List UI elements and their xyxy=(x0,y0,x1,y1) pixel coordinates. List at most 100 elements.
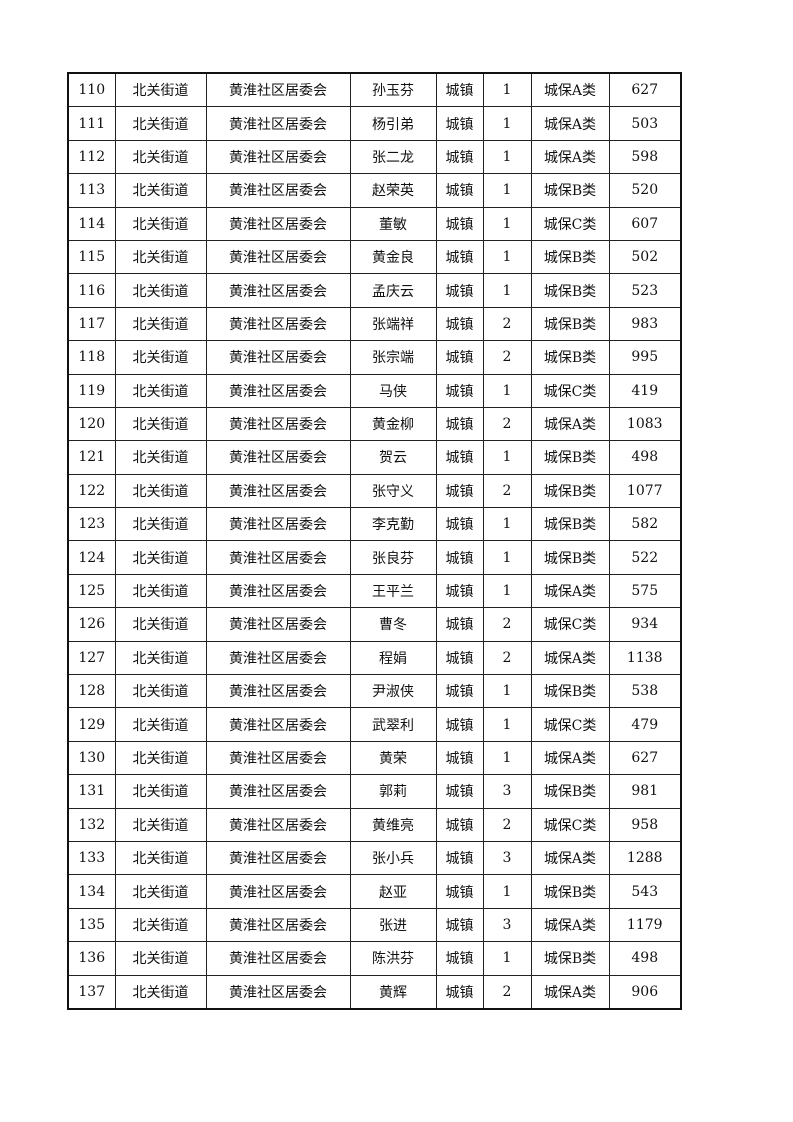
cell-street: 北关街道 xyxy=(114,874,207,909)
cell-name: 黄金柳 xyxy=(349,406,437,442)
cell-community: 黄淮社区居委会 xyxy=(205,740,351,776)
cell-category: 城保A类 xyxy=(530,640,610,676)
cell-community: 黄淮社区居委会 xyxy=(205,473,351,509)
cell-household-size: 3 xyxy=(482,774,532,809)
cell-household-size: 1 xyxy=(482,573,532,609)
cell-community: 黄淮社区居委会 xyxy=(205,340,351,375)
cell-category: 城保B类 xyxy=(530,340,610,375)
cell-amount: 1077 xyxy=(608,473,682,509)
cell-street: 北关街道 xyxy=(114,473,207,509)
cell-street: 北关街道 xyxy=(114,807,207,842)
cell-street: 北关街道 xyxy=(114,573,207,609)
cell-street: 北关街道 xyxy=(114,373,207,408)
cell-street: 北关街道 xyxy=(114,674,207,709)
table-row: 117 北关街道 黄淮社区居委会 张端祥 城镇 2 城保B类 983 xyxy=(67,306,682,342)
cell-row-number: 117 xyxy=(67,306,116,342)
cell-household-size: 2 xyxy=(482,640,532,676)
cell-name: 张守义 xyxy=(349,473,437,509)
table-row: 131 北关街道 黄淮社区居委会 郭莉 城镇 3 城保B类 981 xyxy=(67,774,682,809)
cell-household-size: 2 xyxy=(482,473,532,509)
cell-community: 黄淮社区居委会 xyxy=(205,607,351,642)
cell-amount: 503 xyxy=(608,106,682,141)
cell-name: 张良芬 xyxy=(349,540,437,575)
cell-name: 黄维亮 xyxy=(349,807,437,842)
cell-household-size: 2 xyxy=(482,974,532,1010)
cell-amount: 995 xyxy=(608,340,682,375)
cell-row-number: 136 xyxy=(67,941,116,976)
table-row: 134 北关街道 黄淮社区居委会 赵亚 城镇 1 城保B类 543 xyxy=(67,874,682,909)
cell-community: 黄淮社区居委会 xyxy=(205,507,351,542)
cell-amount: 1083 xyxy=(608,406,682,442)
cell-name: 赵荣英 xyxy=(349,173,437,208)
table-row: 121 北关街道 黄淮社区居委会 贺云 城镇 1 城保B类 498 xyxy=(67,440,682,475)
cell-category: 城保B类 xyxy=(530,273,610,308)
cell-amount: 981 xyxy=(608,774,682,809)
cell-street: 北关街道 xyxy=(114,72,207,108)
cell-amount: 582 xyxy=(608,507,682,542)
cell-row-number: 110 xyxy=(67,72,116,108)
cell-name: 贺云 xyxy=(349,440,437,475)
cell-row-number: 121 xyxy=(67,440,116,475)
cell-row-number: 137 xyxy=(67,974,116,1010)
cell-community: 黄淮社区居委会 xyxy=(205,106,351,141)
cell-household-size: 1 xyxy=(482,72,532,108)
cell-household-size: 2 xyxy=(482,406,532,442)
cell-community: 黄淮社区居委会 xyxy=(205,840,351,876)
cell-row-number: 112 xyxy=(67,139,116,175)
cell-name: 武翠利 xyxy=(349,707,437,742)
cell-row-number: 119 xyxy=(67,373,116,408)
cell-name: 马侠 xyxy=(349,373,437,408)
cell-name: 孟庆云 xyxy=(349,273,437,308)
cell-street: 北关街道 xyxy=(114,907,207,943)
table-row: 112 北关街道 黄淮社区居委会 张二龙 城镇 1 城保A类 598 xyxy=(67,139,682,175)
cell-name: 王平兰 xyxy=(349,573,437,609)
cell-household-size: 1 xyxy=(482,239,532,275)
cell-area-type: 城镇 xyxy=(435,106,484,141)
cell-street: 北关街道 xyxy=(114,239,207,275)
cell-amount: 1179 xyxy=(608,907,682,943)
cell-household-size: 1 xyxy=(482,540,532,575)
cell-household-size: 1 xyxy=(482,941,532,976)
cell-area-type: 城镇 xyxy=(435,573,484,609)
cell-name: 杨引弟 xyxy=(349,106,437,141)
table-row: 127 北关街道 黄淮社区居委会 程娟 城镇 2 城保A类 1138 xyxy=(67,640,682,676)
cell-category: 城保A类 xyxy=(530,139,610,175)
cell-amount: 419 xyxy=(608,373,682,408)
cell-street: 北关街道 xyxy=(114,774,207,809)
cell-street: 北关街道 xyxy=(114,974,207,1010)
table-row: 124 北关街道 黄淮社区居委会 张良芬 城镇 1 城保B类 522 xyxy=(67,540,682,575)
cell-row-number: 120 xyxy=(67,406,116,442)
cell-area-type: 城镇 xyxy=(435,340,484,375)
cell-community: 黄淮社区居委会 xyxy=(205,206,351,241)
cell-street: 北关街道 xyxy=(114,740,207,776)
cell-community: 黄淮社区居委会 xyxy=(205,273,351,308)
cell-household-size: 1 xyxy=(482,273,532,308)
cell-street: 北关街道 xyxy=(114,206,207,241)
cell-street: 北关街道 xyxy=(114,306,207,342)
cell-category: 城保A类 xyxy=(530,740,610,776)
cell-community: 黄淮社区居委会 xyxy=(205,373,351,408)
cell-amount: 607 xyxy=(608,206,682,241)
table-row: 129 北关街道 黄淮社区居委会 武翠利 城镇 1 城保C类 479 xyxy=(67,707,682,742)
cell-community: 黄淮社区居委会 xyxy=(205,139,351,175)
cell-street: 北关街道 xyxy=(114,707,207,742)
cell-community: 黄淮社区居委会 xyxy=(205,406,351,442)
cell-amount: 1288 xyxy=(608,840,682,876)
cell-name: 郭莉 xyxy=(349,774,437,809)
cell-community: 黄淮社区居委会 xyxy=(205,306,351,342)
cell-area-type: 城镇 xyxy=(435,206,484,241)
cell-area-type: 城镇 xyxy=(435,139,484,175)
cell-area-type: 城镇 xyxy=(435,707,484,742)
cell-household-size: 1 xyxy=(482,173,532,208)
cell-name: 黄金良 xyxy=(349,239,437,275)
cell-category: 城保B类 xyxy=(530,440,610,475)
cell-community: 黄淮社区居委会 xyxy=(205,173,351,208)
cell-area-type: 城镇 xyxy=(435,273,484,308)
cell-household-size: 1 xyxy=(482,440,532,475)
cell-row-number: 114 xyxy=(67,206,116,241)
cell-area-type: 城镇 xyxy=(435,406,484,442)
table-row: 130 北关街道 黄淮社区居委会 黄荣 城镇 1 城保A类 627 xyxy=(67,740,682,776)
cell-amount: 543 xyxy=(608,874,682,909)
cell-community: 黄淮社区居委会 xyxy=(205,239,351,275)
cell-name: 程娟 xyxy=(349,640,437,676)
